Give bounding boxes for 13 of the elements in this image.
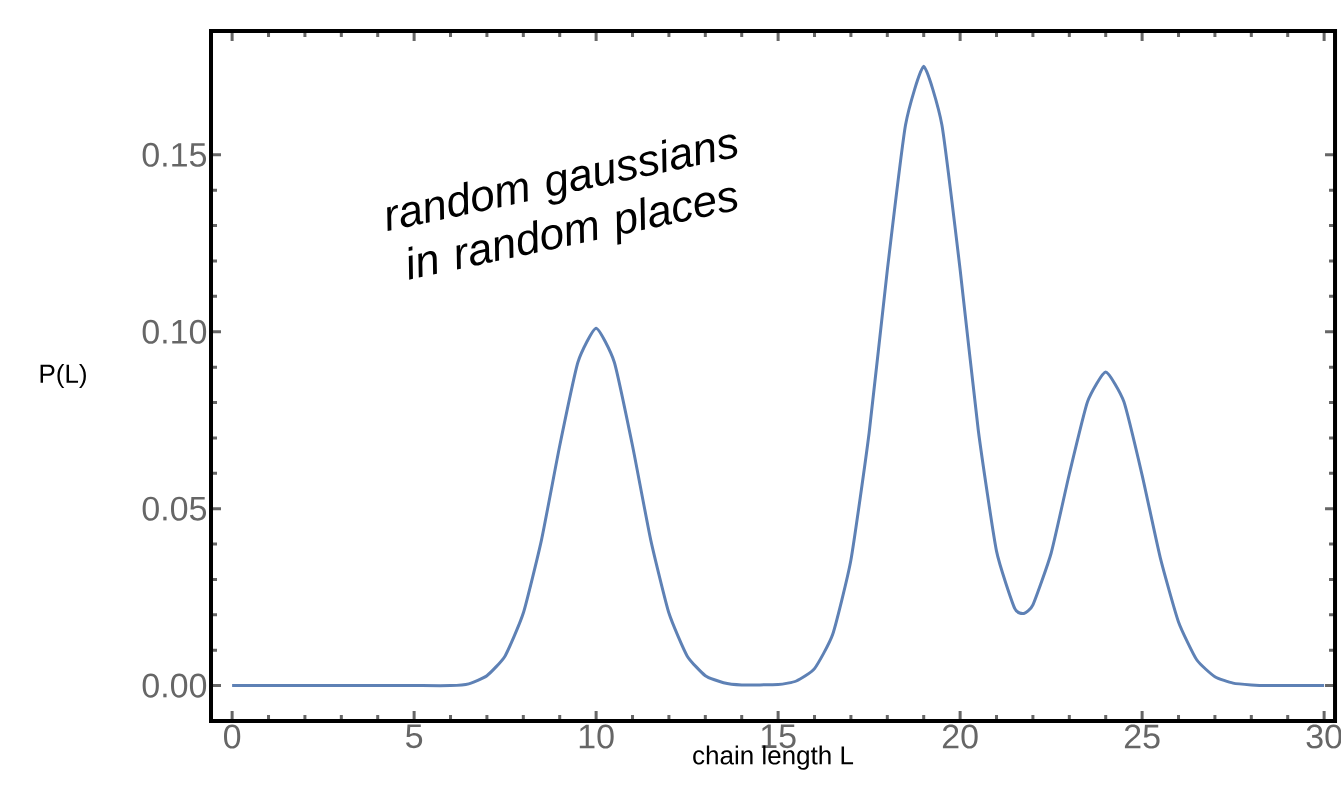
y-tick-label: 0.05 — [142, 496, 207, 521]
x-tick-label: 0 — [224, 724, 241, 749]
x-tick-label: 20 — [942, 724, 978, 749]
x-tick-label: 25 — [1124, 724, 1160, 749]
x-tick-label: 10 — [579, 724, 614, 749]
line-series — [230, 64, 1326, 688]
x-tick-label: 5 — [406, 724, 423, 749]
y-axis-title: P(L) — [40, 363, 86, 389]
y-tick-label: 0.00 — [142, 673, 207, 698]
y-tick-label: 0.10 — [142, 319, 207, 344]
annotation: random gaussians in random places — [387, 134, 738, 280]
x-tick-label: 30 — [1306, 724, 1341, 749]
y-tick-label: 0.15 — [142, 142, 207, 167]
